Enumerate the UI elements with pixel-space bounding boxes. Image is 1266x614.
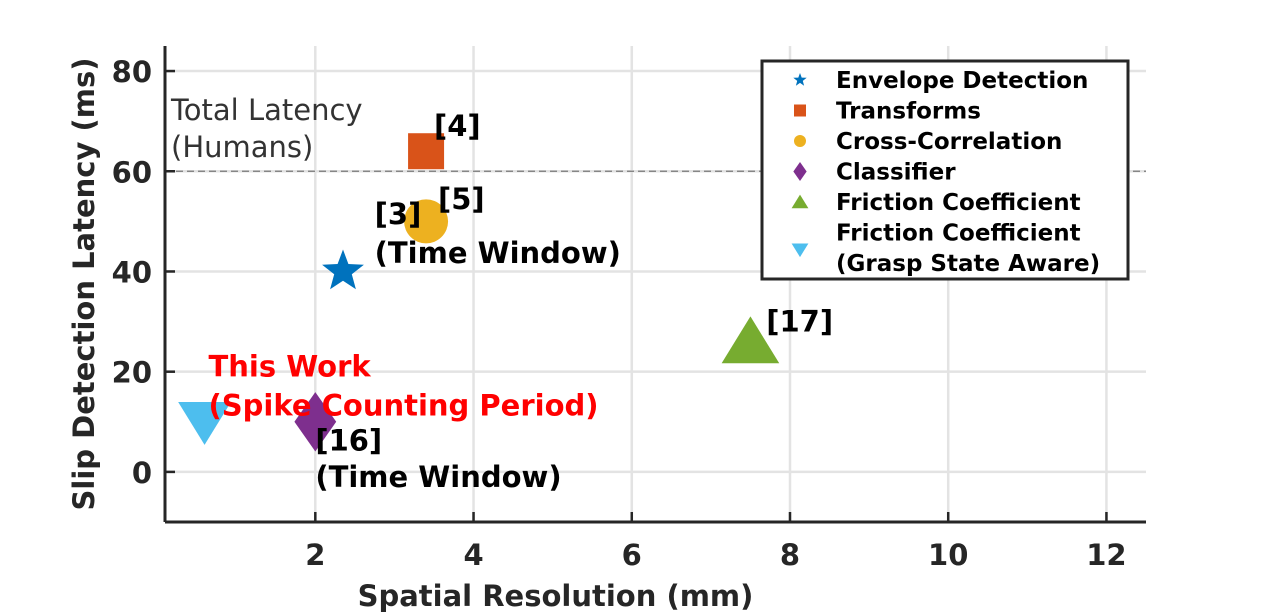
legend-label-0: Envelope Detection bbox=[836, 68, 1088, 94]
legend-marker-0 bbox=[793, 73, 807, 86]
x-tick-label-1: 4 bbox=[463, 538, 483, 572]
legend-marker-1 bbox=[794, 104, 806, 117]
reference-line-group: Total Latency(Humans) bbox=[165, 93, 1146, 172]
data-point-series-5-0 bbox=[178, 401, 231, 445]
annotation-3-line-0: [17] bbox=[766, 305, 833, 339]
y-tick-label-2: 40 bbox=[112, 255, 152, 289]
reference-line-label-1: (Humans) bbox=[171, 130, 313, 164]
x-tick-label-4: 10 bbox=[928, 538, 968, 572]
y-axis-title: Slip Detection Latency (ms) bbox=[67, 58, 101, 511]
x-tick-label-3: 8 bbox=[780, 538, 800, 572]
x-tick-label-2: 6 bbox=[622, 538, 642, 572]
x-tick-label-5: 12 bbox=[1086, 538, 1126, 572]
annotations: [4] [5] [3] (Time Window) [17] This Work (Spik… bbox=[209, 109, 834, 494]
y-tick-label-1: 20 bbox=[112, 356, 152, 390]
legend-marker-3 bbox=[793, 162, 807, 181]
legend-label-5-0: Friction Coefficient bbox=[836, 221, 1081, 247]
annotation-4-line-1: (Spike Counting Period) bbox=[209, 389, 599, 423]
axes bbox=[163, 46, 1146, 524]
annotation-2-line-1: (Time Window) bbox=[375, 236, 621, 270]
annotation-2-line-0: [3] bbox=[375, 197, 422, 231]
legend-marker-4 bbox=[791, 194, 809, 209]
data-point-series-1-0 bbox=[408, 133, 445, 170]
tick-labels: 2 4 6 8 10 12 0 20 40 60 80 bbox=[112, 55, 1127, 572]
x-tick-label-0: 2 bbox=[305, 538, 325, 572]
y-tick-label-4: 80 bbox=[112, 55, 152, 89]
annotation-6-line-0: (Time Window) bbox=[315, 460, 561, 494]
annotation-4-line-0: This Work bbox=[209, 350, 372, 384]
data-point-series-2-0 bbox=[404, 199, 449, 244]
y-tick-label-3: 60 bbox=[112, 155, 152, 189]
annotation-5-line-0: [16] bbox=[315, 423, 382, 457]
data-point-series-3-0 bbox=[294, 392, 337, 452]
legend-label-3: Classifier bbox=[836, 160, 956, 186]
data-points bbox=[178, 133, 780, 452]
y-tick-label-0: 0 bbox=[132, 456, 152, 490]
annotation-1-line-0: [5] bbox=[438, 182, 485, 216]
legend-box bbox=[760, 59, 1130, 281]
annotation-0-line-0: [4] bbox=[434, 109, 481, 143]
legend-label-1: Transforms bbox=[836, 99, 981, 125]
legend-label-2: Cross-Correlation bbox=[836, 129, 1062, 155]
reference-line-label-0: Total Latency bbox=[170, 93, 363, 127]
x-axis-title: Spatial Resolution (mm) bbox=[358, 579, 754, 613]
data-point-series-0-0 bbox=[322, 249, 364, 290]
legend-label-4: Friction Coefficient bbox=[836, 190, 1081, 216]
legend-marker-5 bbox=[791, 243, 809, 258]
legend: Envelope Detection Transforms Cross-Correl… bbox=[760, 59, 1130, 281]
data-point-series-4-0 bbox=[721, 316, 780, 364]
legend-marker-2 bbox=[794, 135, 806, 147]
legend-label-5-1: (Grasp State Aware) bbox=[836, 251, 1100, 277]
